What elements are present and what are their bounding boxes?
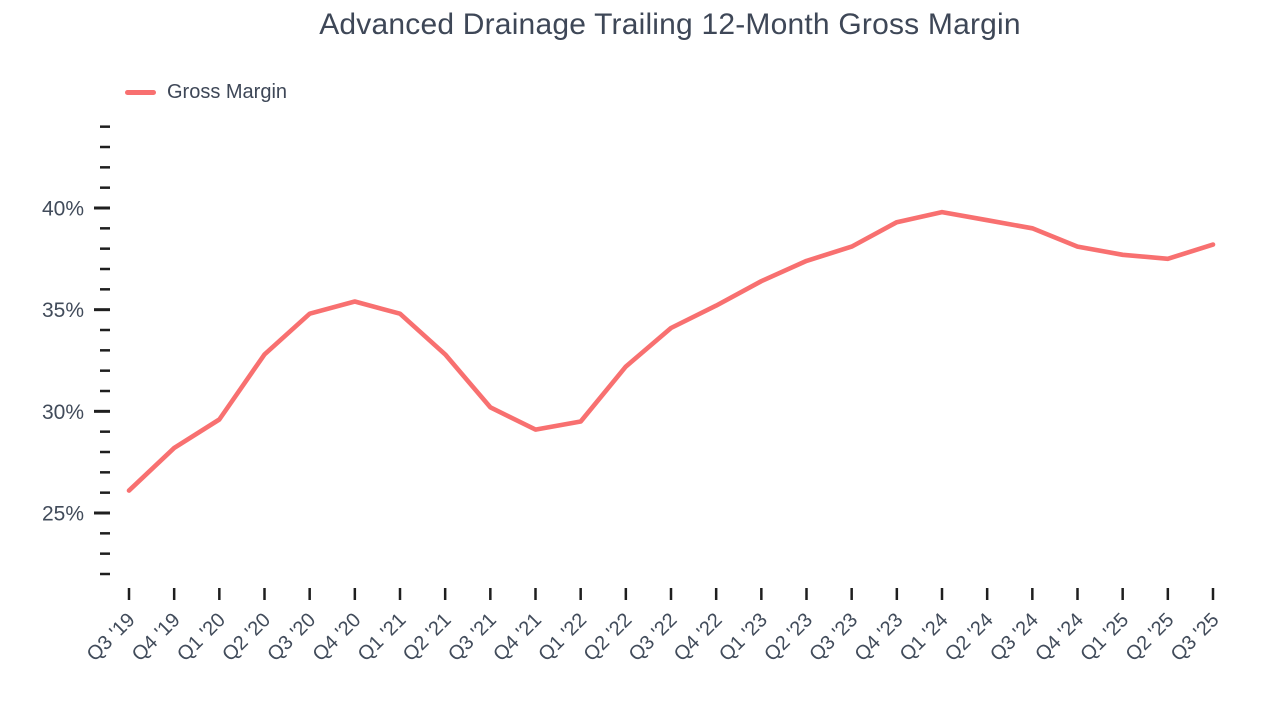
y-tick-label: 25%	[42, 503, 84, 526]
y-tick-label: 35%	[42, 299, 84, 322]
x-tick-label: Q2 '21	[399, 609, 456, 666]
chart-title: Advanced Drainage Trailing 12-Month Gros…	[319, 8, 1021, 41]
legend-line-swatch	[125, 90, 156, 95]
x-tick-label: Q4 '24	[1031, 609, 1088, 666]
x-tick-label: Q1 '21	[354, 609, 411, 666]
gross-margin-line	[126, 209, 1216, 493]
x-tick-label: Q3 '21	[444, 609, 501, 666]
y-tick-label: 40%	[42, 198, 84, 221]
x-tick-label: Q4 '21	[489, 609, 546, 666]
x-tick-label: Q2 '23	[760, 609, 817, 666]
x-tick-label: Q1 '25	[1076, 609, 1133, 666]
x-tick-label: Q3 '20	[263, 609, 320, 666]
x-tick-label: Q1 '24	[896, 609, 953, 666]
x-tick-label: Q2 '20	[218, 609, 275, 666]
x-tick-label: Q2 '22	[580, 609, 637, 666]
x-tick-label: Q1 '20	[173, 609, 230, 666]
x-tick-label: Q2 '24	[941, 609, 998, 666]
x-tick-label: Q3 '24	[986, 609, 1043, 666]
x-tick-label: Q1 '23	[715, 609, 772, 666]
x-tick-label: Q4 '22	[670, 609, 727, 666]
x-tick-label: Q3 '23	[805, 609, 862, 666]
x-tick-label: Q4 '23	[851, 609, 908, 666]
x-tick-label: Q3 '19	[83, 609, 140, 666]
x-tick-label: Q4 '20	[309, 609, 366, 666]
x-tick-label: Q3 '22	[625, 609, 682, 666]
x-tick-label: Q4 '19	[128, 609, 185, 666]
legend[interactable]: Gross Margin	[125, 81, 287, 104]
y-tick-label: 30%	[42, 401, 84, 424]
legend-label: Gross Margin	[167, 81, 288, 103]
x-tick-label: Q2 '25	[1122, 609, 1179, 666]
x-tick-label: Q3 '25	[1167, 609, 1224, 666]
x-tick-label: Q1 '22	[534, 609, 591, 666]
